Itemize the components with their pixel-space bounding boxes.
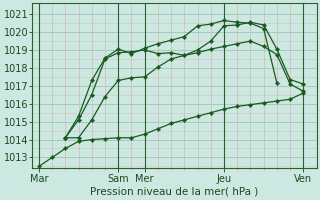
X-axis label: Pression niveau de la mer( hPa ): Pression niveau de la mer( hPa ) — [90, 187, 259, 197]
